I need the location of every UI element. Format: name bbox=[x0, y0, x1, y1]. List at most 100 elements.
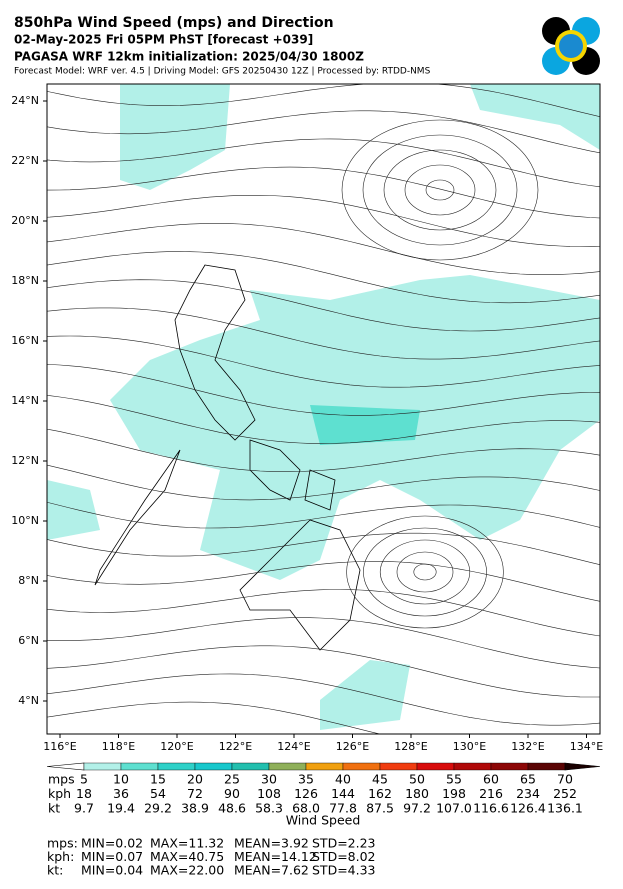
streamlines bbox=[47, 84, 600, 734]
colorbar-swatch bbox=[194, 762, 233, 771]
stat-unit: mps: bbox=[47, 836, 78, 851]
colorbar-low bbox=[46, 762, 85, 771]
colorbar-swatch bbox=[416, 762, 455, 771]
colorbar-tick-label: 198 bbox=[442, 786, 466, 801]
colorbar-tick-label: 70 bbox=[557, 772, 573, 787]
colorbar-swatch bbox=[268, 762, 307, 771]
colorbar-swatch bbox=[527, 762, 566, 771]
colorbar-swatch bbox=[83, 762, 122, 771]
lon-label: 122°E bbox=[219, 740, 252, 753]
colorbar-tick-label: 54 bbox=[150, 786, 166, 801]
streamline bbox=[47, 279, 600, 332]
colorbar-tick-label: 38.9 bbox=[181, 801, 209, 816]
stat-min: MIN=0.02 bbox=[81, 836, 143, 851]
colorbar-tick-label: 30 bbox=[261, 772, 277, 787]
stat-min: MIN=0.07 bbox=[81, 849, 143, 864]
colorbar-tick-label: 45 bbox=[372, 772, 388, 787]
colorbar-tick-label: 55 bbox=[446, 772, 462, 787]
colorbar-tick-label: 126 bbox=[294, 786, 318, 801]
colorbar-tick-label: 36 bbox=[113, 786, 129, 801]
streamline bbox=[47, 464, 600, 501]
colorbar-tick-label: 60 bbox=[483, 772, 499, 787]
streamline bbox=[47, 589, 600, 637]
vortex-line bbox=[413, 563, 437, 581]
streamline bbox=[47, 335, 600, 388]
lon-label: 132°E bbox=[511, 740, 544, 753]
colorbar-tick-label: 144 bbox=[331, 786, 355, 801]
colorbar-swatch bbox=[490, 762, 529, 771]
stat-max: MAX=22.00 bbox=[150, 863, 224, 878]
streamline bbox=[47, 251, 600, 304]
lat-label: 12°N bbox=[11, 454, 39, 467]
lon-label: 126°E bbox=[336, 740, 369, 753]
lon-label: 120°E bbox=[160, 740, 193, 753]
stat-unit: kph: bbox=[47, 849, 74, 864]
vortex-line bbox=[425, 179, 455, 201]
colorbar-tick-label: 9.7 bbox=[74, 801, 94, 816]
colorbar-tick-label: 72 bbox=[187, 786, 203, 801]
vortex-line bbox=[383, 149, 497, 231]
title: 850hPa Wind Speed (mps) and Direction bbox=[14, 15, 334, 31]
streamline bbox=[47, 561, 600, 602]
streamline bbox=[47, 501, 600, 529]
stat-mean: MEAN=14.12 bbox=[234, 849, 317, 864]
colorbar-tick-label: 50 bbox=[409, 772, 425, 787]
colorbar-tick-label: 29.2 bbox=[144, 801, 172, 816]
streamline bbox=[47, 138, 600, 188]
stats: mps: MIN=0.02 MAX=11.32 MEAN=3.92 STD=2.23 kp… bbox=[47, 836, 376, 878]
streamline bbox=[47, 428, 600, 472]
colorbar-swatch bbox=[305, 762, 344, 771]
vortex-line bbox=[362, 134, 518, 246]
colorbar-swatch bbox=[120, 762, 159, 771]
colorbar-swatch bbox=[157, 762, 196, 771]
streamline bbox=[47, 364, 600, 416]
colorbar-tick-label: 15 bbox=[150, 772, 166, 787]
colorbar-tick-label: 126.4 bbox=[510, 801, 546, 816]
colorbar-tick-label: 116.6 bbox=[473, 801, 509, 816]
lon-label: 128°E bbox=[394, 740, 427, 753]
unit-label: kt bbox=[48, 801, 60, 816]
unit-label: mps bbox=[48, 772, 75, 787]
streamline bbox=[47, 532, 600, 566]
streamline bbox=[47, 673, 600, 726]
colorbar-tick-label: 107.0 bbox=[436, 801, 472, 816]
colorbar-swatch bbox=[379, 762, 418, 771]
colorbar-swatch bbox=[231, 762, 270, 771]
lon-label: 116°E bbox=[43, 740, 76, 753]
vortex-line bbox=[396, 551, 454, 593]
streamline bbox=[47, 701, 381, 734]
vortex-line bbox=[346, 515, 504, 629]
stat-std: STD=2.23 bbox=[312, 836, 376, 851]
lat-label: 20°N bbox=[11, 214, 39, 227]
colorbar-tick-label: 252 bbox=[553, 786, 577, 801]
colorbar-tick-label: 162 bbox=[368, 786, 392, 801]
streamline bbox=[47, 617, 600, 669]
stat-min: MIN=0.04 bbox=[81, 863, 143, 878]
colorbar-tick-label: 48.6 bbox=[218, 801, 246, 816]
colorbar-tick-label: 40 bbox=[335, 772, 351, 787]
logo bbox=[542, 17, 600, 75]
streamline bbox=[47, 166, 600, 219]
vortex-line bbox=[379, 539, 471, 605]
init-line: PAGASA WRF 12km initialization: 2025/04/… bbox=[14, 50, 364, 64]
lat-label: 14°N bbox=[11, 394, 39, 407]
lat-label: 4°N bbox=[18, 694, 39, 707]
subtitle: 02-May-2025 Fri 05PM PhST [forecast +039… bbox=[14, 33, 313, 47]
colorbar-tick-label: 90 bbox=[224, 786, 240, 801]
colorbar-high bbox=[564, 762, 601, 771]
colorbar-tick-label: 216 bbox=[479, 786, 503, 801]
stat-mean: MEAN=7.62 bbox=[234, 863, 309, 878]
wind-shading bbox=[47, 84, 600, 730]
streamline bbox=[47, 307, 600, 360]
info-line: Forecast Model: WRF ver. 4.5 | Driving M… bbox=[14, 67, 431, 77]
colorbar-title: Wind Speed bbox=[286, 813, 361, 828]
streamline bbox=[47, 195, 600, 247]
colorbar-tick-label: 87.5 bbox=[366, 801, 394, 816]
lat-label: 18°N bbox=[11, 274, 39, 287]
colorbar-tick-label: 234 bbox=[516, 786, 540, 801]
vortex-line bbox=[363, 527, 487, 617]
colorbar-tick-label: 10 bbox=[113, 772, 129, 787]
streamline bbox=[47, 395, 600, 444]
